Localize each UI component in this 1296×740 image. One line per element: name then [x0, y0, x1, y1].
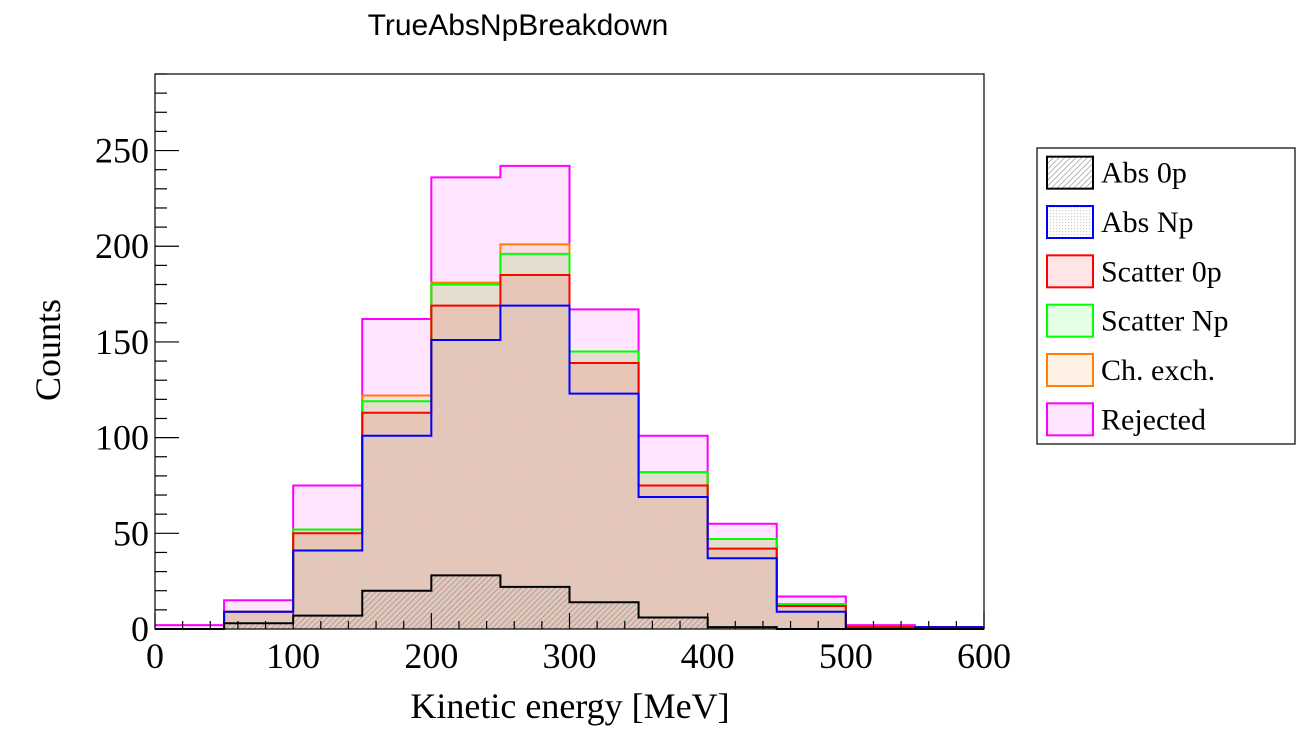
ticks-layer: 0 100 200 300 400 500 600 0 50 100 150 200 250 — [95, 73, 1011, 676]
x-axis-label: Kinetic energy [MeV] — [410, 686, 729, 726]
bar-abs-0p-bin-1 — [224, 623, 294, 629]
y-tick-label: 50 — [113, 513, 149, 553]
y-tick-label: 150 — [95, 322, 149, 362]
x-tick-label: 600 — [957, 636, 1011, 676]
y-axis-label: Counts — [28, 299, 68, 401]
bar-abs-np-bin-9 — [776, 611, 846, 629]
legend-swatch-abs-np — [1046, 205, 1094, 239]
legend-label-rejected: Rejected — [1101, 403, 1206, 436]
legend-label-scatter-np: Scatter Np — [1101, 305, 1228, 338]
legend-swatch-bg-rejected — [1047, 403, 1093, 436]
legend-label-ch-exch-: Ch. exch. — [1101, 354, 1215, 387]
bar-abs-np-bin-7 — [638, 496, 708, 629]
legend-label-abs-np: Abs Np — [1101, 206, 1194, 239]
bar-rejected-bin-0 — [155, 625, 225, 629]
bar-abs-np-bin-5 — [500, 305, 570, 629]
x-tick-label: 100 — [266, 636, 320, 676]
x-tick-label: 200 — [404, 636, 458, 676]
bar-abs-0p-bin-3 — [362, 590, 432, 629]
bar-abs-0p-bin-4 — [431, 575, 501, 629]
legend-label-abs-0p: Abs 0p — [1101, 157, 1187, 190]
legend-swatch-scatter-0p — [1046, 254, 1094, 289]
legend-swatch-rejected — [1046, 402, 1094, 437]
bar-abs-np-bin-8 — [707, 558, 777, 629]
y-tick-label: 100 — [95, 418, 149, 458]
x-tick-label: 0 — [146, 636, 164, 676]
legend: Abs 0p Abs Np Scatter 0p Scatter Np Ch. exch… — [1036, 147, 1296, 445]
legend-label-scatter-0p: Scatter 0p — [1101, 255, 1222, 288]
x-tick-label: 500 — [819, 636, 873, 676]
legend-swatch-ch-exch- — [1046, 353, 1094, 387]
bar-abs-0p-bin-6 — [569, 602, 639, 629]
x-tick-label: 300 — [543, 636, 597, 676]
legend-swatch-bg-scatter-0p — [1047, 255, 1093, 288]
x-tick-label: 400 — [681, 636, 735, 676]
bar-abs-np-bin-6 — [569, 393, 639, 629]
legend-swatch-abs-0p — [1046, 155, 1094, 190]
chart-title: TrueAbsNpBreakdown — [368, 9, 669, 42]
outline-layer — [155, 164, 984, 630]
y-tick-label: 250 — [95, 131, 149, 171]
outline-rejected — [155, 164, 984, 629]
legend-swatch-bg-ch-exch- — [1047, 354, 1093, 386]
legend-box — [1036, 147, 1296, 445]
bar-abs-0p-bin-5 — [500, 586, 570, 629]
y-tick-label: 200 — [95, 226, 149, 266]
bar-abs-0p-bin-2 — [293, 615, 363, 629]
bar-abs-0p-bin-7 — [638, 617, 708, 629]
y-tick-label: 0 — [131, 609, 149, 649]
legend-swatch-bg-scatter-np — [1047, 304, 1093, 337]
legend-swatch-scatter-np — [1046, 303, 1094, 338]
